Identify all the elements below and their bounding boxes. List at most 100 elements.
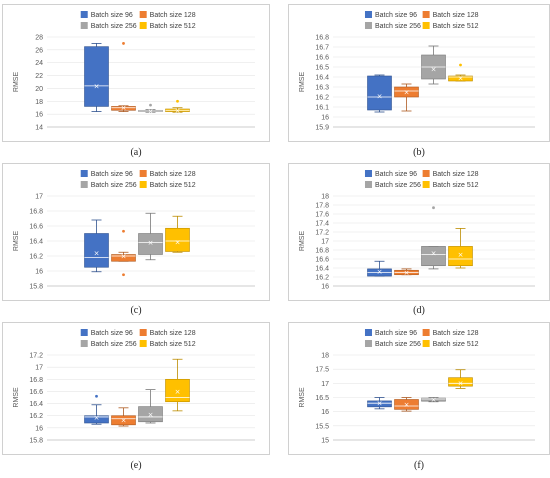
box-s512: × bbox=[448, 369, 473, 389]
legend-label: Batch size 256 bbox=[375, 23, 421, 30]
mean-marker: × bbox=[377, 400, 383, 408]
legend-swatch bbox=[422, 11, 430, 18]
iqr-box bbox=[448, 377, 473, 387]
y-tick-label: 14 bbox=[35, 125, 43, 132]
legend-label: Batch size 256 bbox=[91, 23, 137, 30]
y-tick-label: 16.2 bbox=[315, 95, 329, 102]
legend-label: Batch size 512 bbox=[150, 23, 196, 30]
box-s128: × bbox=[394, 268, 419, 277]
legend-label: Batch size 128 bbox=[150, 171, 196, 178]
y-tick-label: 26 bbox=[35, 47, 43, 54]
y-tick-label: 16.8 bbox=[29, 377, 43, 384]
box-plot-svg: Batch size 96 Batch size 128 Batch size 25… bbox=[299, 170, 535, 291]
y-axis-label: RMSE bbox=[13, 387, 20, 408]
legend-swatch bbox=[139, 329, 147, 336]
legend-swatch bbox=[139, 11, 147, 18]
outlier-point bbox=[95, 394, 98, 398]
chart-panel-e: Batch size 96 Batch size 128 Batch size 25… bbox=[2, 322, 270, 455]
iqr-box bbox=[367, 75, 392, 111]
box-s512: × bbox=[448, 228, 473, 269]
panel-caption: (c) bbox=[130, 305, 142, 316]
legend-swatch bbox=[80, 329, 88, 336]
box-s96: × bbox=[367, 260, 392, 277]
y-tick-label: 16.8 bbox=[315, 35, 329, 42]
legend-swatch bbox=[80, 22, 88, 29]
legend-swatch bbox=[139, 170, 147, 177]
legend-label: Batch size 128 bbox=[433, 330, 479, 337]
box-s512: × bbox=[448, 63, 473, 83]
y-tick-label: 16 bbox=[35, 269, 43, 276]
legend-label: Batch size 512 bbox=[150, 182, 196, 189]
box-plot-svg: Batch size 96 Batch size 128 Batch size 25… bbox=[13, 170, 255, 291]
iqr-box bbox=[421, 246, 446, 267]
box-s96: × bbox=[84, 219, 109, 273]
outlier-point bbox=[122, 229, 125, 233]
legend-label: Batch size 256 bbox=[375, 182, 421, 189]
legend-swatch bbox=[422, 22, 430, 29]
legend-swatch bbox=[139, 22, 147, 29]
mean-marker: × bbox=[458, 75, 464, 83]
legend-label: Batch size 256 bbox=[91, 182, 137, 189]
box-s256: × bbox=[138, 103, 163, 115]
y-tick-label: 16.7 bbox=[315, 45, 329, 52]
legend-label: Batch size 256 bbox=[91, 341, 137, 348]
mean-marker: × bbox=[458, 251, 464, 259]
iqr-box bbox=[165, 378, 190, 403]
mean-marker: × bbox=[121, 104, 127, 112]
y-tick-label: 16 bbox=[321, 115, 329, 122]
y-tick-label: 17 bbox=[35, 194, 43, 201]
mean-marker: × bbox=[121, 416, 127, 424]
y-tick-label: 16.1 bbox=[315, 105, 329, 112]
mean-marker: × bbox=[148, 411, 154, 419]
iqr-box bbox=[111, 106, 136, 111]
chart-panel-c: Batch size 96 Batch size 128 Batch size 25… bbox=[2, 163, 270, 301]
box-s96: × bbox=[84, 394, 109, 425]
legend-swatch bbox=[364, 11, 372, 18]
mean-marker: × bbox=[377, 93, 383, 101]
mean-marker: × bbox=[175, 107, 181, 115]
panel-caption: (f) bbox=[414, 460, 424, 471]
iqr-box bbox=[138, 406, 163, 423]
mean-marker: × bbox=[377, 268, 383, 276]
mean-marker: × bbox=[431, 66, 437, 74]
y-axis-label: RMSE bbox=[299, 387, 306, 408]
legend-swatch bbox=[364, 340, 372, 347]
chart-panel-a: Batch size 96 Batch size 128 Batch size 25… bbox=[2, 4, 270, 142]
legend-label: Batch size 256 bbox=[375, 341, 421, 348]
box-s128: × bbox=[394, 83, 419, 112]
y-tick-label: 20 bbox=[35, 86, 43, 93]
iqr-box bbox=[111, 254, 136, 262]
y-tick-label: 18 bbox=[321, 194, 329, 201]
y-tick-label: 16.2 bbox=[315, 275, 329, 282]
y-tick-label: 15 bbox=[321, 438, 329, 445]
mean-marker: × bbox=[148, 239, 154, 247]
legend-swatch bbox=[422, 181, 430, 188]
box-s256: × bbox=[138, 389, 163, 424]
mean-marker: × bbox=[404, 89, 410, 97]
y-tick-label: 15.5 bbox=[315, 423, 329, 430]
iqr-box bbox=[111, 415, 136, 426]
y-tick-label: 16.2 bbox=[29, 254, 43, 261]
y-tick-label: 28 bbox=[35, 35, 43, 42]
y-tick-label: 16.6 bbox=[315, 257, 329, 264]
y-tick-label: 17 bbox=[35, 365, 43, 372]
y-tick-label: 16 bbox=[321, 284, 329, 291]
y-tick-label: 15.9 bbox=[315, 125, 329, 132]
y-axis-label: RMSE bbox=[299, 231, 306, 252]
legend-label: Batch size 128 bbox=[150, 12, 196, 19]
iqr-box bbox=[448, 75, 473, 82]
box-s256: × bbox=[421, 396, 446, 404]
mean-marker: × bbox=[94, 82, 100, 90]
mean-marker: × bbox=[404, 269, 410, 277]
legend-swatch bbox=[364, 170, 372, 177]
y-tick-label: 16.3 bbox=[315, 85, 329, 92]
mean-marker: × bbox=[148, 107, 154, 115]
iqr-box bbox=[448, 246, 473, 267]
y-tick-label: 16 bbox=[321, 409, 329, 416]
box-s256: × bbox=[138, 212, 163, 261]
legend-label: Batch size 96 bbox=[375, 171, 417, 178]
chart-panel-d: Batch size 96 Batch size 128 Batch size 25… bbox=[288, 163, 550, 301]
legend-swatch bbox=[139, 340, 147, 347]
box-s96: × bbox=[84, 43, 109, 112]
mean-marker: × bbox=[458, 379, 464, 387]
